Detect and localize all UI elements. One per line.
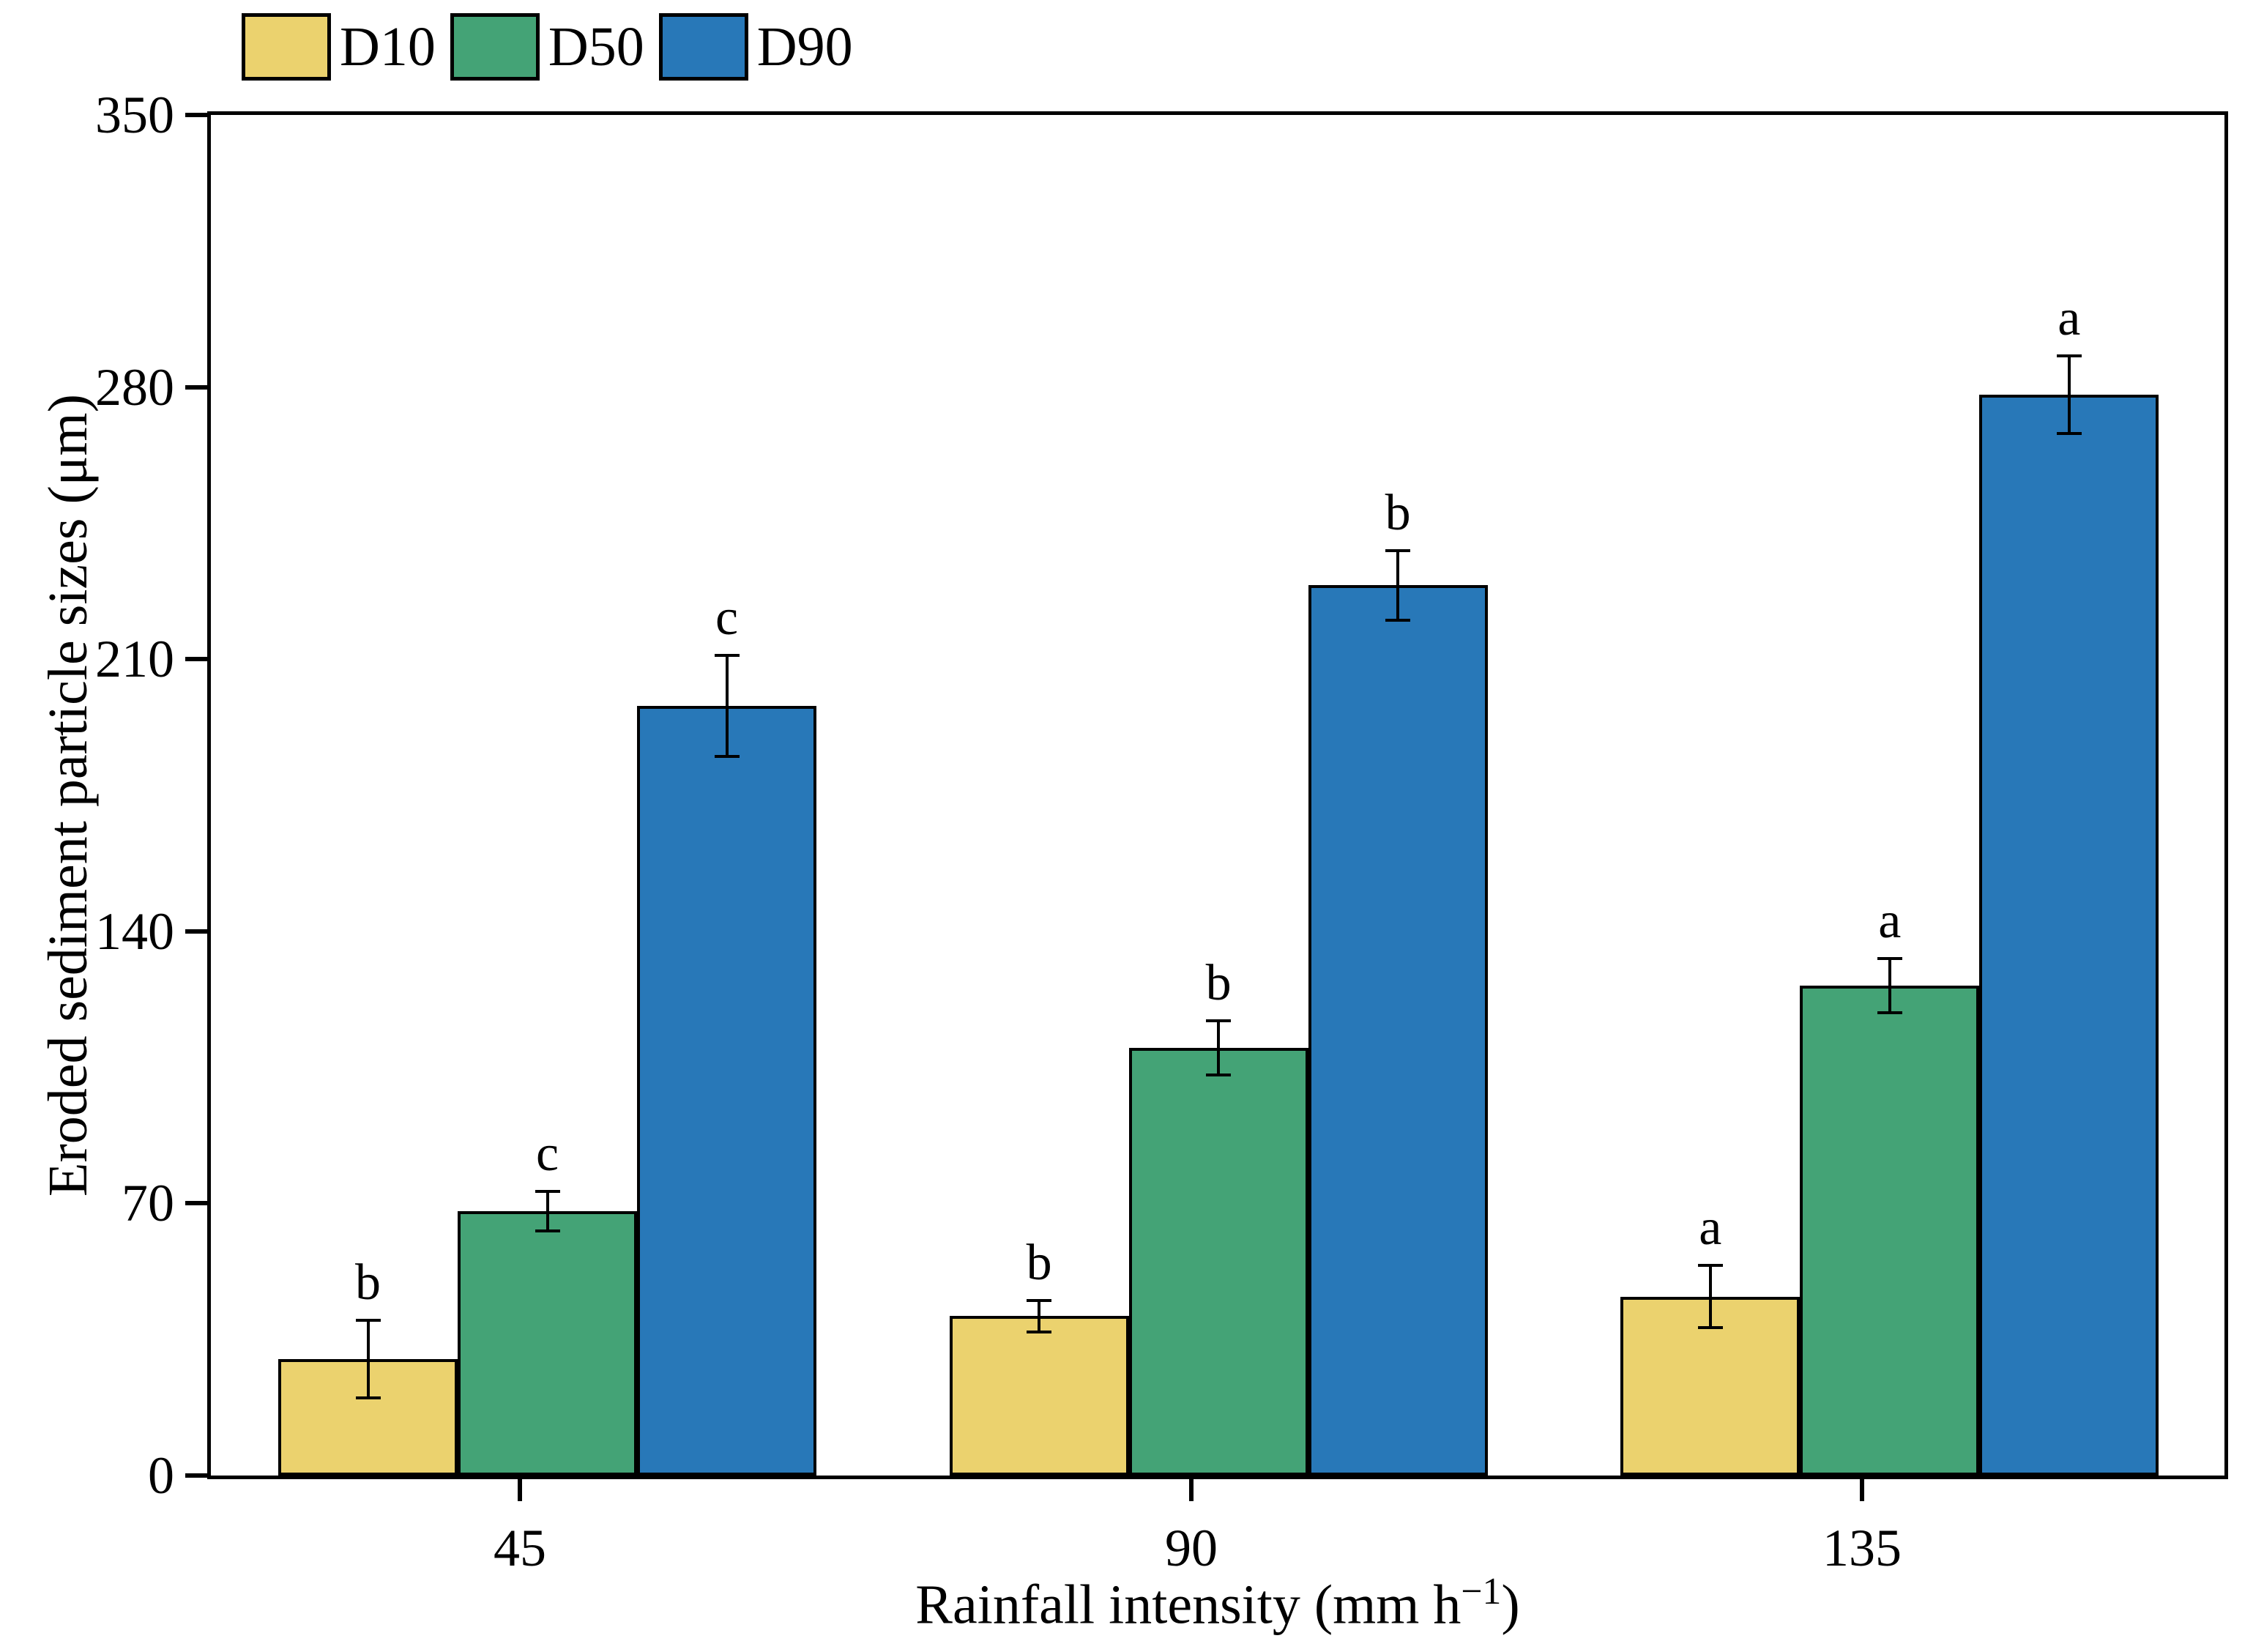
error-bar-D50-135 [1888, 959, 1891, 1013]
x-tick [1860, 1479, 1864, 1501]
bar-D50-135 [1800, 986, 1980, 1476]
legend-label-D10: D10 [340, 16, 436, 78]
sig-letter-D90-90: b [1385, 485, 1411, 541]
error-cap-high-D50-45 [535, 1190, 560, 1193]
error-cap-low-D50-90 [1206, 1074, 1232, 1076]
y-tick [185, 657, 211, 661]
sig-letter-D50-135: a [1878, 893, 1902, 949]
plot-area: b b a c b a c b a [207, 111, 2228, 1479]
x-axis-title-suffix: ) [1501, 1574, 1520, 1636]
error-cap-low-D90-45 [714, 755, 740, 758]
y-tick [185, 929, 211, 934]
y-tick [185, 113, 211, 117]
legend-label-D90: D90 [756, 16, 853, 78]
bar-D10-90 [949, 1316, 1129, 1476]
x-tick-label: 90 [1165, 1519, 1218, 1577]
x-tick [1189, 1479, 1194, 1501]
plot-inner: b b a c b a c b a [211, 115, 2224, 1476]
sig-letter-D90-135: a [2058, 290, 2081, 346]
sig-letter-D50-90: b [1205, 955, 1232, 1011]
x-tick [518, 1479, 522, 1501]
sig-letter-D10-45: b [355, 1254, 381, 1311]
legend-item-D50: D50 [450, 13, 659, 81]
legend-swatch-D50 [450, 13, 540, 81]
error-bar-D90-90 [1396, 550, 1400, 620]
sig-letter-D90-45: c [715, 589, 739, 646]
sig-letter-D10-135: a [1699, 1199, 1722, 1256]
bar-D50-45 [458, 1211, 637, 1476]
error-cap-low-D90-135 [2056, 432, 2082, 435]
error-cap-high-D10-90 [1027, 1299, 1052, 1302]
error-cap-low-D10-135 [1697, 1326, 1723, 1329]
error-cap-low-D90-90 [1385, 619, 1411, 622]
y-axis-title: Eroded sediment particle sizes (μm) [37, 394, 99, 1197]
x-axis-title-text: Rainfall intensity (mm h [915, 1574, 1461, 1636]
error-bar-D90-45 [725, 655, 729, 756]
error-cap-low-D50-45 [535, 1229, 560, 1232]
x-axis-title: Rainfall intensity (mm h−1) [915, 1571, 1520, 1636]
legend-swatch-D10 [242, 13, 331, 81]
bar-D90-90 [1308, 585, 1488, 1476]
error-bar-D10-90 [1038, 1301, 1041, 1332]
y-tick [185, 385, 211, 390]
error-cap-high-D10-45 [355, 1319, 381, 1322]
bar-D90-135 [1979, 395, 2159, 1476]
y-tick-label: 140 [95, 902, 174, 961]
error-bar-D90-135 [2067, 356, 2071, 434]
error-cap-high-D10-135 [1697, 1264, 1723, 1267]
legend-item-D10: D10 [242, 13, 450, 81]
error-cap-low-D10-90 [1027, 1331, 1052, 1333]
sig-letter-D50-45: c [535, 1125, 559, 1182]
error-bar-D50-45 [545, 1192, 549, 1231]
error-cap-high-D90-135 [2056, 354, 2082, 357]
y-tick [185, 1473, 211, 1478]
y-tick-label: 350 [95, 86, 174, 144]
legend: D10 D50 D90 [242, 13, 868, 81]
legend-swatch-D90 [658, 13, 748, 81]
y-tick-label: 0 [148, 1446, 174, 1505]
legend-item-D90: D90 [658, 13, 868, 81]
y-tick-label: 280 [95, 358, 174, 417]
error-bar-D10-45 [366, 1320, 370, 1398]
bar-D50-90 [1128, 1048, 1308, 1476]
x-tick-label: 45 [494, 1519, 546, 1577]
error-cap-low-D10-45 [355, 1396, 381, 1399]
error-cap-high-D90-45 [714, 654, 740, 657]
bar-D90-45 [637, 706, 816, 1476]
error-cap-high-D50-90 [1206, 1019, 1232, 1022]
error-cap-low-D50-135 [1877, 1011, 1902, 1014]
error-bar-D50-90 [1217, 1021, 1221, 1075]
sig-letter-D10-90: b [1026, 1235, 1052, 1291]
error-cap-high-D90-90 [1385, 549, 1411, 552]
error-cap-high-D50-135 [1877, 957, 1902, 960]
x-tick-label: 135 [1822, 1519, 1902, 1577]
y-tick-label: 210 [95, 630, 174, 688]
error-bar-D10-135 [1708, 1265, 1712, 1328]
x-axis-title-superscript: −1 [1461, 1571, 1502, 1612]
y-tick [185, 1201, 211, 1205]
y-tick-label: 70 [122, 1174, 174, 1232]
legend-label-D50: D50 [548, 16, 644, 78]
